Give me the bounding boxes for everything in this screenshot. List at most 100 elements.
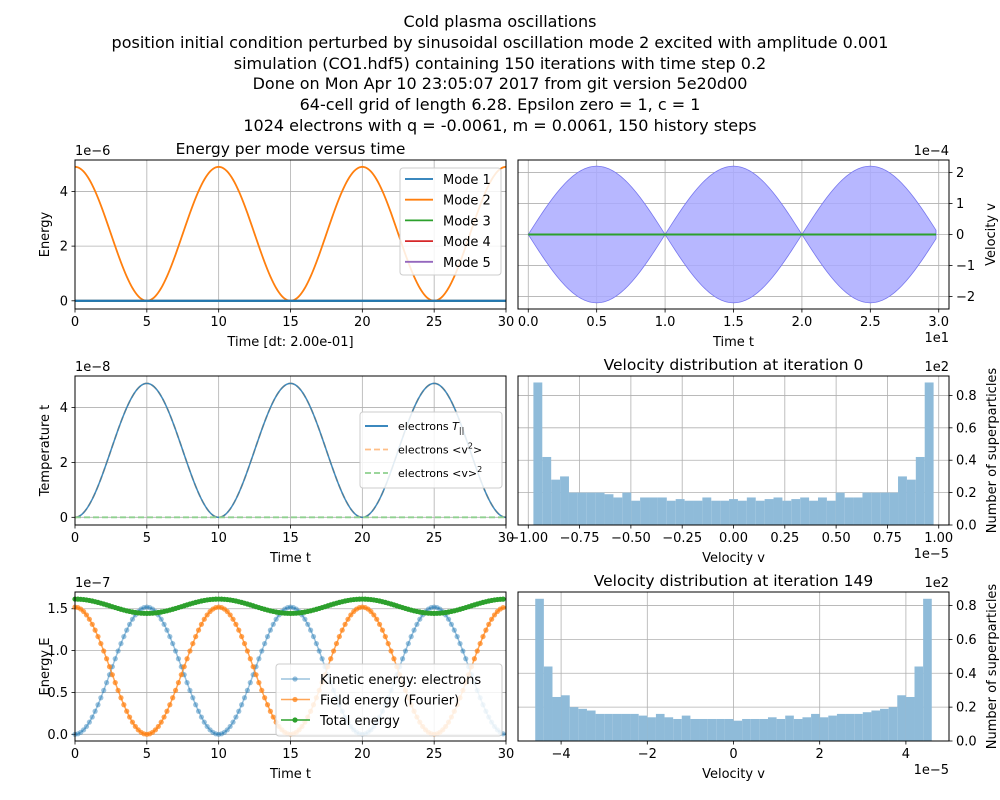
- legend-label: electrons T||: [398, 420, 464, 435]
- histogram-bar: [906, 479, 916, 525]
- x-tick-label: 5: [143, 747, 151, 762]
- histogram-bar: [666, 500, 676, 525]
- y-tick-label: 0.8: [956, 389, 977, 404]
- y-axis-label: Energy E: [38, 638, 53, 696]
- kinetic-energy-marker: [227, 723, 233, 730]
- total-energy-marker: [500, 596, 506, 602]
- suptitle-line: 1024 electrons with q = -0.0061, m = 0.0…: [243, 115, 757, 135]
- histogram-bar: [905, 696, 915, 741]
- histogram-bar: [835, 492, 845, 525]
- axes-frame: [74, 159, 507, 310]
- x-axis-label: Velocity v: [702, 551, 765, 566]
- y-tick-label: 0.4: [956, 454, 977, 469]
- kinetic-energy-marker: [83, 723, 90, 730]
- kinetic-energy-marker: [408, 633, 414, 640]
- histogram-bar: [733, 720, 743, 741]
- y-tick-label: 4: [60, 185, 68, 200]
- histogram-bar: [621, 713, 631, 741]
- histogram-bar: [845, 713, 855, 741]
- axes-frame: [517, 375, 950, 526]
- kinetic-energy-marker: [98, 695, 104, 701]
- field-energy-marker: [483, 627, 489, 633]
- kinetic-energy-marker: [256, 656, 262, 662]
- histogram-bar: [578, 708, 587, 741]
- field-energy-marker: [382, 633, 388, 640]
- field-energy-marker: [391, 656, 397, 662]
- subplot-title: Energy per mode versus time: [176, 140, 406, 158]
- histogram-bar: [759, 718, 768, 741]
- x-tick-label: 20: [354, 531, 371, 546]
- kinetic-energy-marker: [129, 616, 136, 622]
- x-tick-label: 1.00: [924, 531, 953, 546]
- legend-label: Mode 3: [443, 214, 491, 229]
- histogram-bar: [767, 717, 777, 741]
- histogram-bar: [809, 500, 818, 525]
- suptitle-line: 64-cell grid of length 6.28. Epsilon zer…: [299, 95, 701, 115]
- legend-marker: [292, 676, 298, 682]
- kinetic-energy-marker: [221, 729, 228, 735]
- histogram-bar: [569, 707, 579, 741]
- y-axis-label: Energy: [38, 211, 53, 257]
- field-energy-marker: [385, 640, 391, 647]
- histogram-bar: [854, 713, 863, 741]
- field-energy-marker: [345, 616, 351, 622]
- kinetic-energy-marker: [293, 606, 299, 612]
- field-energy-marker: [118, 695, 124, 701]
- field-energy-marker: [376, 621, 383, 627]
- kinetic-energy-marker: [434, 604, 440, 611]
- field-energy-marker: [259, 687, 265, 693]
- legend-label: Total energy: [319, 714, 400, 729]
- y-tick-label: 0.4: [956, 667, 977, 682]
- field-energy-marker: [109, 672, 115, 678]
- kinetic-energy-marker: [158, 616, 164, 622]
- y-tick-label: 0.2: [956, 486, 977, 501]
- x-tick-label: 0: [71, 531, 79, 546]
- field-energy-marker: [184, 656, 190, 662]
- y-offset-text: 1e−8: [75, 360, 110, 375]
- histogram-bar: [604, 494, 614, 525]
- kinetic-energy-marker: [104, 680, 110, 686]
- legend-label: electrons <v2>: [398, 442, 482, 457]
- kinetic-energy-marker: [204, 723, 210, 730]
- kinetic-energy-marker: [302, 616, 308, 622]
- legend-box: [275, 663, 503, 737]
- histogram-bar: [819, 717, 829, 741]
- histogram-bar: [568, 492, 578, 525]
- field-energy-marker: [167, 702, 173, 708]
- histogram-bar: [586, 492, 596, 525]
- legend-box: [399, 167, 502, 276]
- y-axis-label: Velocity v: [984, 203, 999, 266]
- kinetic-energy-marker: [285, 604, 291, 611]
- field-energy-marker: [262, 695, 268, 701]
- axes-hist_iter149: −4 −2 0 2 4 0.0 0.2 0.4 0.6 0.8 Velocity v Number o…: [518, 572, 1000, 782]
- kinetic-energy-marker: [210, 729, 216, 735]
- histogram-bar: [649, 497, 658, 525]
- series-line-t-parallel: [74, 382, 507, 519]
- field-energy-marker: [224, 608, 230, 615]
- histogram-bar: [746, 497, 756, 525]
- kinetic-energy-marker: [402, 648, 409, 654]
- histogram-bar: [552, 696, 562, 741]
- field-energy-marker: [368, 608, 374, 615]
- x-tick-label: 2.0: [792, 315, 813, 330]
- field-energy-marker: [253, 672, 259, 678]
- kinetic-energy-marker: [187, 687, 193, 693]
- kinetic-energy-marker: [224, 727, 230, 733]
- kinetic-energy-marker: [149, 606, 156, 612]
- subplot-title: Velocity distribution at iteration 149: [594, 572, 873, 590]
- field-energy-marker: [106, 664, 113, 670]
- field-energy-marker: [270, 714, 276, 720]
- kinetic-energy-marker: [207, 727, 213, 733]
- x-tick-label: 15: [282, 531, 299, 546]
- field-energy-marker: [124, 708, 130, 714]
- x-tick-label: 0.25: [770, 531, 799, 546]
- kinetic-energy-marker: [121, 633, 127, 640]
- field-energy-marker: [379, 627, 386, 633]
- field-energy-marker: [164, 708, 170, 714]
- histogram-bar: [853, 497, 863, 525]
- field-energy-marker: [132, 723, 138, 730]
- histogram-bar: [844, 497, 854, 525]
- x-tick-label: 1.0: [655, 315, 676, 330]
- histogram-bar: [737, 500, 747, 525]
- histogram-bar: [707, 718, 717, 741]
